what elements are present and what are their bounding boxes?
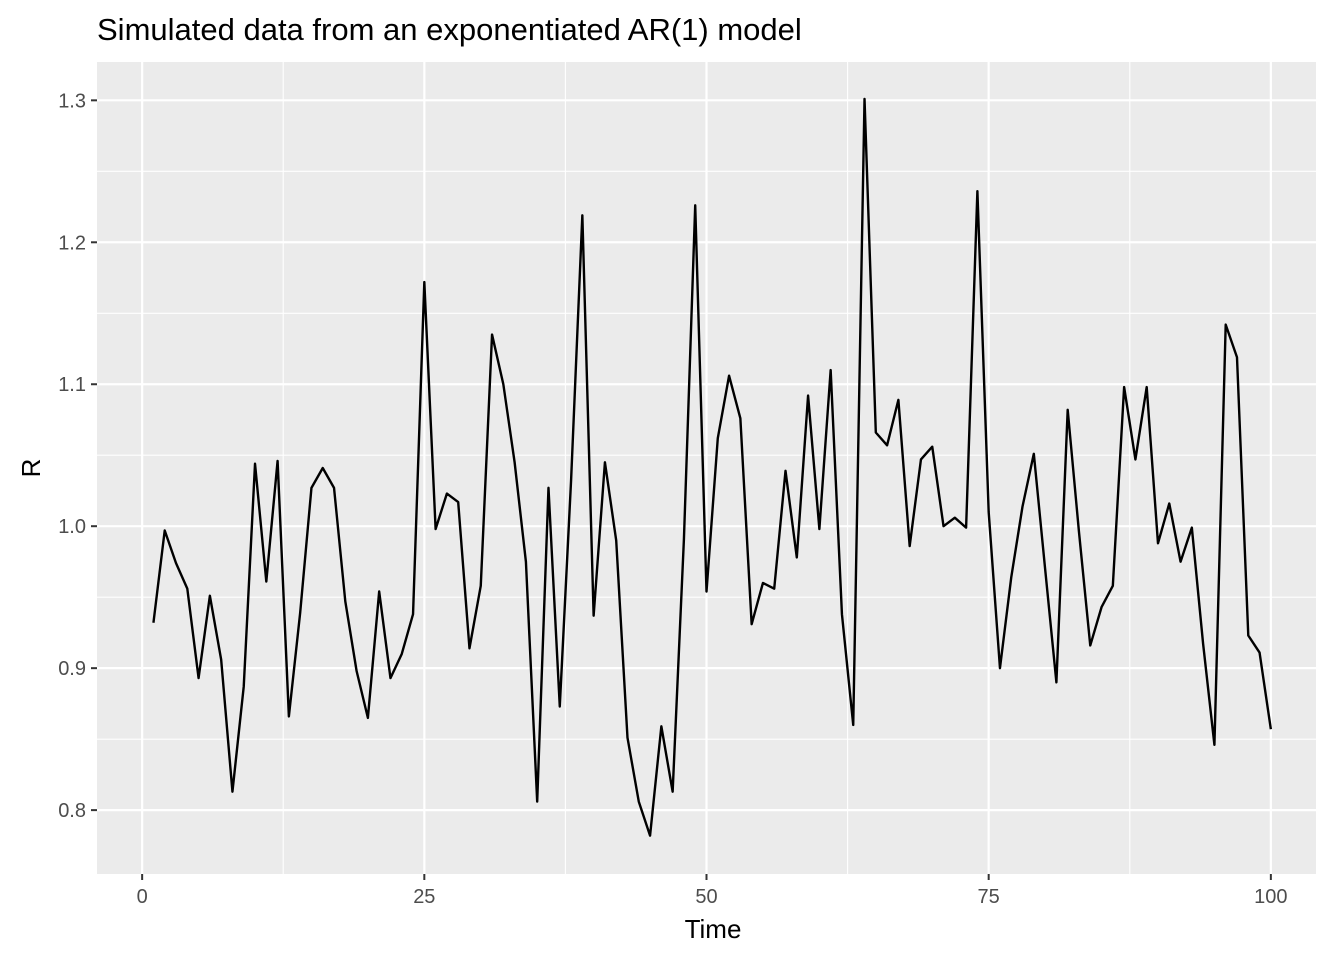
major-x-gridlines [141, 62, 1272, 874]
y-tick-label-0: 0.8 [58, 800, 86, 822]
x-tick-label-4: 100 [1254, 886, 1287, 908]
y-axis: 0.8 0.9 1.0 1.1 1.2 1.3 [58, 90, 97, 822]
x-tick-label-3: 75 [978, 886, 1000, 908]
x-tick-label-0: 0 [137, 886, 148, 908]
y-tick-label-3: 1.1 [58, 374, 86, 396]
x-axis-title: Time [685, 914, 742, 944]
y-tick-label-1: 0.9 [58, 658, 86, 680]
x-tick-label-1: 25 [413, 886, 435, 908]
y-tick-label-4: 1.2 [58, 232, 86, 254]
y-tick-label-2: 1.0 [58, 516, 86, 538]
y-tick-label-5: 1.3 [58, 90, 86, 112]
y-axis-title: R [16, 459, 46, 478]
series-line [152, 97, 1273, 837]
x-axis: 0 25 50 75 100 [137, 874, 1288, 908]
minor-x-gridlines [282, 62, 1131, 874]
chart-title: Simulated data from an exponentiated AR(… [97, 12, 802, 47]
x-tick-label-2: 50 [695, 886, 717, 908]
